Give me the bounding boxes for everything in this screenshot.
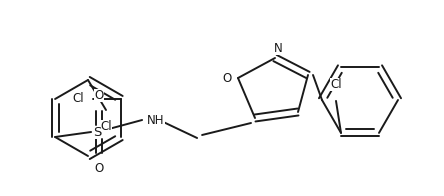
Text: Cl: Cl — [330, 78, 342, 91]
Text: S: S — [93, 125, 101, 139]
Text: N: N — [274, 42, 282, 54]
Text: O: O — [95, 89, 104, 102]
Text: O: O — [222, 72, 232, 84]
Text: Cl: Cl — [100, 120, 112, 133]
Text: O: O — [95, 162, 104, 175]
Text: NH: NH — [147, 113, 165, 126]
Text: Cl: Cl — [72, 93, 84, 105]
